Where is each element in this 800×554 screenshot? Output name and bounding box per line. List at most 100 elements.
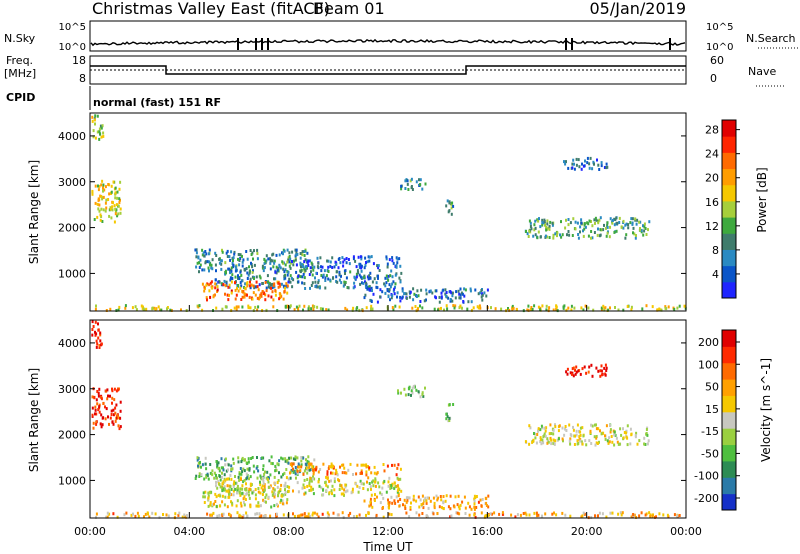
data-cell xyxy=(388,288,391,292)
data-cell xyxy=(379,288,382,292)
data-cell xyxy=(234,265,237,269)
data-cell xyxy=(94,307,97,311)
data-cell xyxy=(530,227,533,231)
data-cell xyxy=(217,480,220,484)
data-cell xyxy=(600,306,603,310)
data-cell xyxy=(203,254,206,258)
data-cell xyxy=(377,276,379,280)
data-cell xyxy=(576,442,579,446)
data-cell xyxy=(546,235,549,239)
data-cell xyxy=(246,515,249,519)
data-cell xyxy=(363,296,366,300)
data-cell xyxy=(269,267,272,271)
data-cell xyxy=(284,488,286,492)
data-cell xyxy=(237,276,239,280)
data-cell xyxy=(579,433,582,437)
colorbar-frame xyxy=(721,119,737,299)
data-cell xyxy=(267,280,269,284)
colorbar-segment xyxy=(722,217,736,234)
data-cell xyxy=(255,275,258,279)
data-cell xyxy=(364,463,367,467)
data-cell xyxy=(571,372,573,376)
data-cell xyxy=(535,511,538,515)
data-cell xyxy=(261,266,264,270)
data-cell xyxy=(306,484,309,488)
data-cell xyxy=(561,511,564,515)
data-cell xyxy=(205,296,208,300)
colorbar-segment xyxy=(722,233,736,250)
data-cell xyxy=(589,429,592,433)
data-cell xyxy=(264,298,267,302)
data-cell xyxy=(236,511,239,515)
data-cell xyxy=(287,280,290,284)
data-cell xyxy=(387,295,390,299)
data-cell xyxy=(645,432,648,435)
data-cell xyxy=(290,469,293,472)
data-cell xyxy=(325,475,328,479)
data-cell xyxy=(647,439,650,443)
data-cell xyxy=(240,298,243,301)
nave-label: Nave xyxy=(748,65,776,78)
data-cell xyxy=(325,274,328,278)
data-cell xyxy=(338,278,341,282)
data-cell xyxy=(387,480,390,484)
data-cell xyxy=(105,206,108,210)
data-cell xyxy=(330,465,333,469)
data-cell xyxy=(102,186,104,190)
data-cell xyxy=(537,429,539,433)
data-cell xyxy=(366,260,369,264)
data-cell xyxy=(297,274,300,278)
data-cell xyxy=(217,461,220,465)
data-cell xyxy=(296,252,299,256)
data-cell xyxy=(467,300,470,304)
data-cell xyxy=(271,490,274,494)
data-cell xyxy=(100,195,103,198)
data-cell xyxy=(279,266,282,270)
data-cell xyxy=(309,476,312,480)
colorbar-tick-label: 200 xyxy=(698,336,719,349)
data-cell xyxy=(101,197,104,201)
data-cell xyxy=(619,511,622,515)
data-cell xyxy=(239,281,242,285)
freq-unit: [MHz] xyxy=(4,67,36,80)
data-cell xyxy=(268,476,270,480)
data-cell xyxy=(388,283,391,287)
data-cell xyxy=(246,492,248,496)
data-cell xyxy=(372,484,375,488)
data-cell xyxy=(575,157,578,161)
data-cell xyxy=(390,483,393,487)
data-cell xyxy=(174,512,177,516)
data-cell xyxy=(114,411,117,415)
data-cell xyxy=(414,305,417,308)
data-cell xyxy=(481,293,484,297)
data-cell xyxy=(94,114,97,118)
data-cell xyxy=(295,270,298,274)
data-cell xyxy=(333,265,336,269)
data-cell xyxy=(216,288,219,292)
data-cell xyxy=(215,473,217,477)
data-cell xyxy=(448,200,451,204)
data-cell xyxy=(232,256,235,260)
colorbar-segment xyxy=(722,184,736,202)
data-cell xyxy=(479,498,482,502)
data-cell xyxy=(311,266,314,270)
data-cell xyxy=(105,198,108,202)
data-cell xyxy=(343,488,346,492)
data-cell xyxy=(98,410,101,414)
data-cell xyxy=(337,258,340,261)
data-cell xyxy=(582,511,585,515)
data-cell xyxy=(209,491,212,495)
data-cell xyxy=(258,283,261,287)
data-cell xyxy=(261,290,264,294)
data-cell xyxy=(253,286,256,290)
data-cell xyxy=(249,280,251,284)
data-cell xyxy=(94,330,96,334)
data-cell xyxy=(233,482,236,486)
data-cell xyxy=(214,286,217,290)
data-cell xyxy=(230,269,233,273)
date-label: 05/Jan/2019 xyxy=(589,0,686,18)
data-cell xyxy=(100,126,103,130)
data-cell xyxy=(487,494,490,498)
data-cell xyxy=(282,297,285,301)
data-cell xyxy=(380,492,383,496)
